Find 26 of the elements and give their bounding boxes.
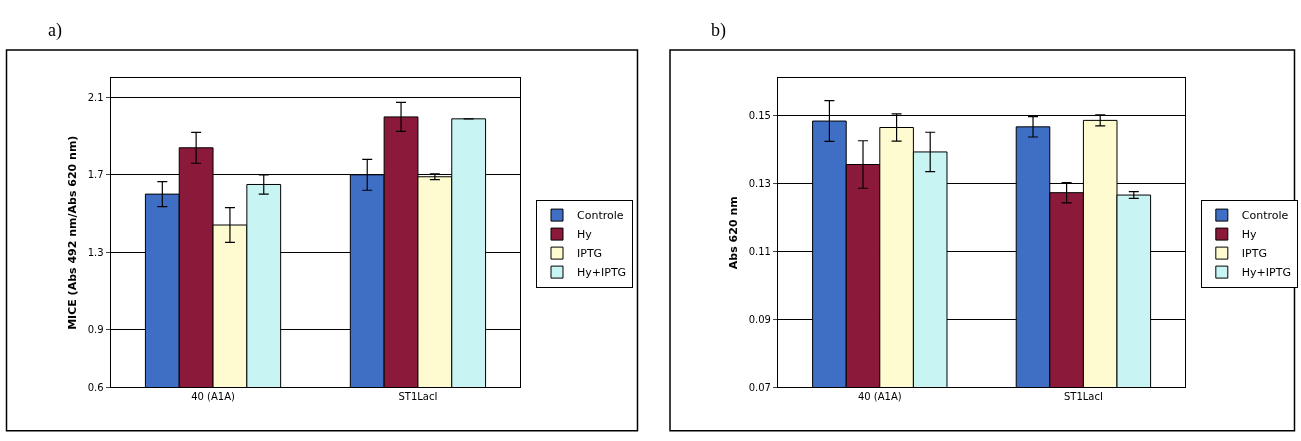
x-tick-label: 40 (A1A) (857, 391, 902, 403)
x-tick-label: ST1LacI (1063, 391, 1103, 403)
chart-title: a) (48, 20, 62, 41)
legend-label: Hy (577, 228, 593, 242)
legend-label: IPTG (1241, 247, 1267, 261)
legend-label: Hy+IPTG (577, 266, 627, 280)
y-tick-label: 0.13 (748, 178, 771, 190)
y-tick-label: 1.3 (87, 246, 104, 258)
legend-label: Controle (577, 209, 624, 223)
x-tick-label: 40 (A1A) (191, 391, 236, 403)
legend-label: Hy+IPTG (1241, 266, 1291, 280)
y-axis-title: Abs 620 nm (727, 196, 741, 270)
y-tick-label: 0.07 (748, 381, 771, 393)
y-tick-label: 0.11 (748, 245, 771, 257)
y-tick-label: 2.1 (87, 92, 104, 104)
legend-label: Hy (1241, 228, 1258, 242)
y-tick-label: 0.09 (748, 313, 771, 325)
legend-label: IPTG (577, 247, 603, 261)
y-axis-title: MICE (Abs 492 nm/Abs 620 nm) (66, 135, 80, 330)
chart-title: b) (711, 20, 726, 41)
y-tick-label: 0.9 (87, 323, 104, 335)
x-tick-label: ST1LacI (398, 391, 438, 403)
legend-label: Controle (1241, 209, 1289, 223)
y-tick-label: 0.6 (87, 381, 104, 393)
y-tick-label: 0.15 (748, 110, 771, 122)
y-tick-label: 1.7 (87, 169, 104, 181)
